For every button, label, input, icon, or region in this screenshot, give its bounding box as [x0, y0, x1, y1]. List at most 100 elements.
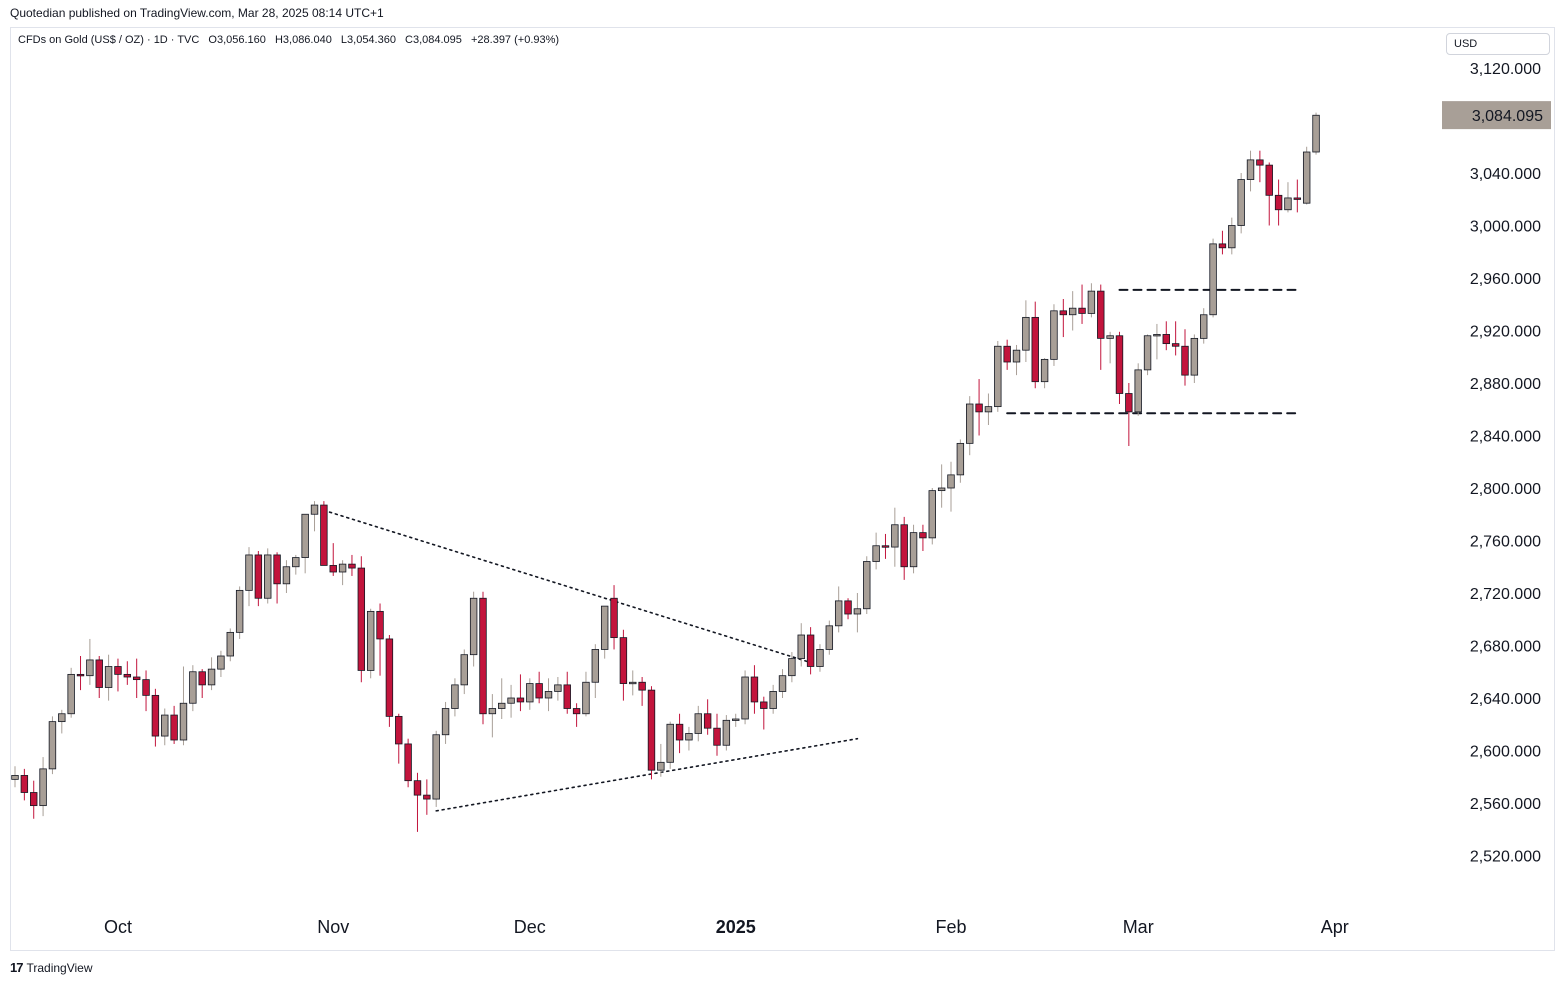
symbol-name[interactable]: CFDs on Gold (US$ / OZ) · 1D · TVC	[18, 34, 200, 46]
candle-body	[647, 689, 656, 771]
y-tick-label: 2,680.000	[1470, 639, 1541, 656]
currency-selector[interactable]: USD	[1446, 33, 1550, 55]
candle-body	[76, 673, 85, 677]
candle-body	[132, 676, 141, 681]
candle-body	[732, 718, 740, 721]
candle-body	[1031, 316, 1039, 383]
x-tick-label: Nov	[317, 917, 349, 937]
candle-body	[928, 490, 936, 539]
candle-body	[1312, 114, 1320, 153]
candle-body	[1125, 393, 1133, 413]
candle-body	[750, 676, 759, 703]
y-tick-label: 2,960.000	[1470, 271, 1541, 288]
candle-body	[114, 666, 122, 675]
candle-body	[179, 702, 188, 741]
y-tick-label: 2,520.000	[1470, 849, 1541, 866]
candle-body	[919, 532, 927, 539]
y-tick-label: 2,600.000	[1470, 744, 1541, 761]
candle-body	[20, 775, 29, 793]
candle-body	[844, 600, 852, 615]
candle-body	[975, 403, 983, 413]
candle-body	[947, 474, 955, 489]
candle-body	[956, 442, 965, 476]
candle-body	[30, 792, 38, 807]
candle-body	[638, 681, 646, 691]
y-tick-label: 2,640.000	[1470, 691, 1541, 708]
candle-body	[769, 691, 777, 709]
candle-body	[544, 691, 553, 699]
candle-body	[273, 554, 281, 585]
candle-body	[1256, 159, 1264, 166]
candle-body	[788, 658, 796, 677]
candle-body	[95, 659, 103, 688]
chart-frame	[10, 27, 1555, 951]
last-price-box	[1442, 101, 1551, 130]
candle-body	[235, 589, 244, 633]
candle-body	[722, 719, 731, 746]
candle-body	[58, 713, 66, 723]
candle-body	[1134, 369, 1142, 413]
candle-body	[554, 684, 562, 692]
candle-body	[1022, 316, 1030, 351]
candle-body	[301, 513, 309, 558]
x-tick-label: 2025	[716, 917, 756, 937]
candle-body	[1228, 225, 1236, 249]
candle-body	[1097, 290, 1105, 339]
tradingview-logo-icon: 17	[10, 960, 24, 975]
candle-body	[666, 723, 674, 763]
candle-body	[488, 708, 497, 715]
x-tick-label: Apr	[1321, 917, 1349, 937]
candle-body	[441, 708, 450, 736]
candle-body	[366, 610, 375, 671]
ohlc-high: H3,086.040	[274, 34, 332, 46]
candle-body	[1012, 349, 1021, 363]
candle-body	[806, 634, 815, 667]
candle-body	[245, 554, 253, 591]
candle-body	[39, 768, 47, 807]
candle-body	[675, 723, 684, 741]
candle-body	[1068, 307, 1077, 316]
candle-body	[423, 794, 431, 800]
x-tick-label: Dec	[514, 917, 546, 937]
candle-body	[825, 625, 834, 650]
candle-body	[282, 566, 291, 585]
candle-body	[563, 684, 571, 709]
x-tick-label: Oct	[104, 917, 132, 937]
y-tick-label: 3,120.000	[1470, 61, 1541, 78]
candle-body	[151, 694, 160, 737]
candle-body	[582, 681, 590, 715]
candle-body	[703, 713, 712, 729]
footer-branding: 17 TradingView	[10, 960, 93, 975]
candle-body	[713, 727, 721, 746]
triangle-lower-trendline	[435, 737, 859, 812]
ohlc-low: L3,054.360	[340, 34, 396, 46]
last-price-label: 3,084.095	[1472, 108, 1543, 125]
candle-body	[572, 708, 581, 715]
candle-body	[816, 649, 824, 667]
candle-body	[1218, 243, 1227, 249]
candle-body	[1293, 197, 1302, 200]
candle-body	[778, 675, 787, 692]
candle-body	[198, 671, 206, 686]
candle-body	[1171, 343, 1180, 347]
candle-body	[937, 487, 946, 492]
candle-body	[909, 532, 918, 568]
ohlc-close: C3,084.095	[405, 34, 462, 46]
candle-body	[1115, 335, 1124, 394]
candle-body	[1143, 335, 1152, 371]
candle-body	[1087, 290, 1096, 314]
candle-body	[217, 655, 225, 670]
candle-body	[591, 649, 600, 683]
candle-body	[994, 345, 1002, 408]
candle-body	[170, 714, 178, 741]
candle-body	[320, 504, 328, 566]
candle-body	[1265, 164, 1273, 196]
candle-body	[338, 563, 347, 573]
candle-body	[516, 697, 525, 703]
candle-body	[207, 668, 216, 686]
candle-body	[161, 714, 169, 737]
candle-body	[797, 634, 805, 660]
candle-body	[329, 565, 337, 573]
triangle-upper-trendline	[323, 509, 812, 664]
